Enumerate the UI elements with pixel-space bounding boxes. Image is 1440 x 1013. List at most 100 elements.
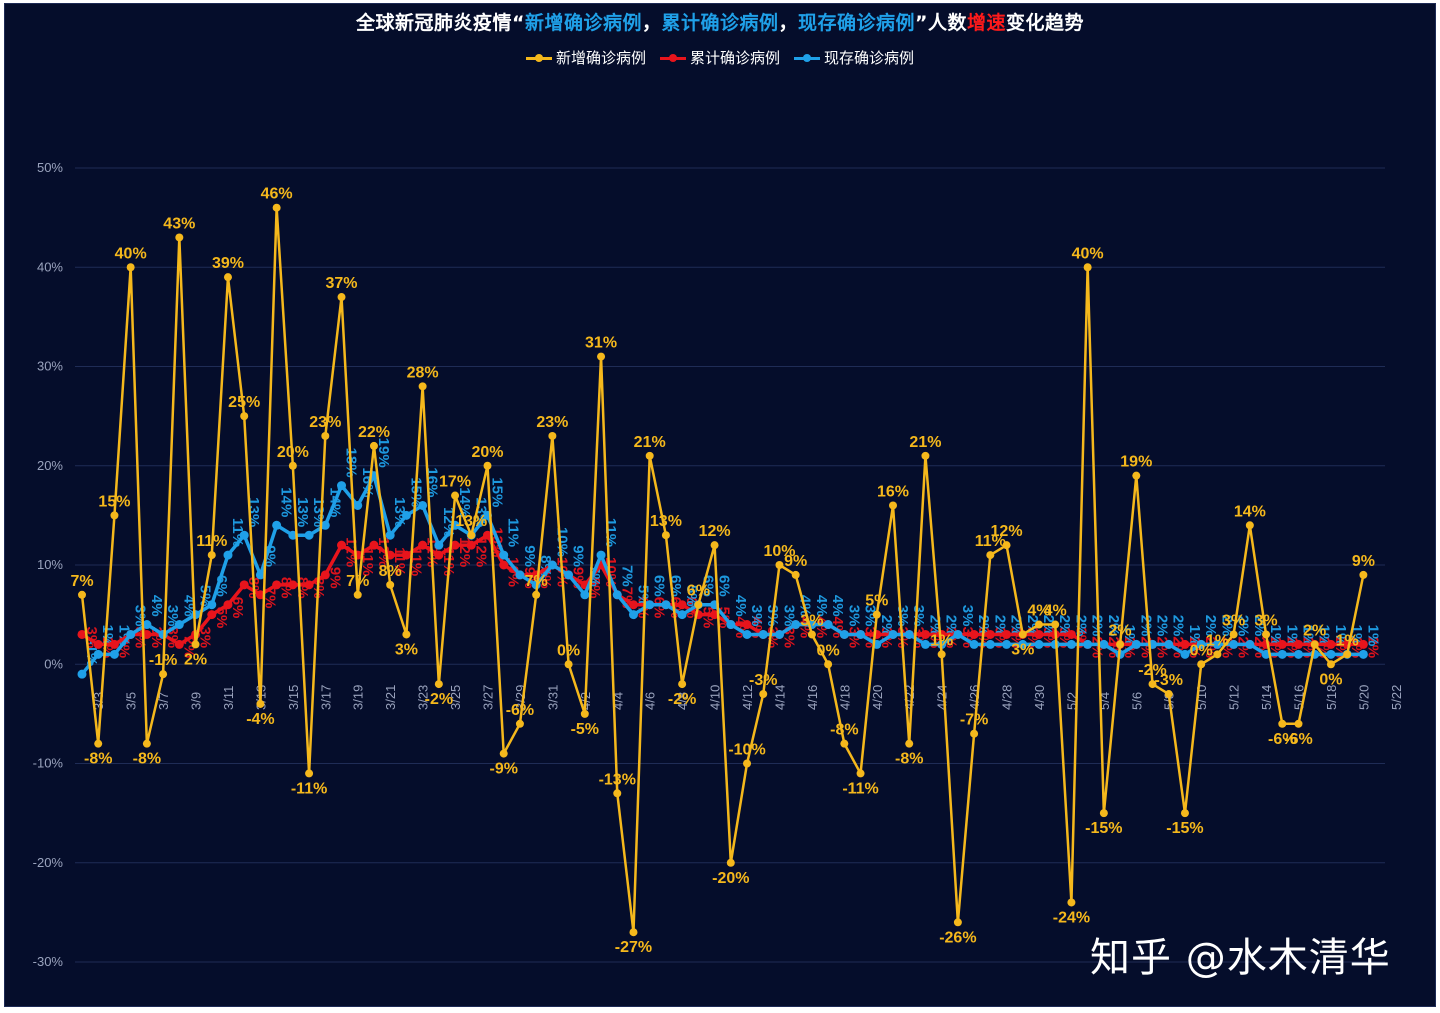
x-tick-label: 3/27	[481, 685, 496, 710]
title-part: ”人数	[915, 12, 968, 34]
data-label: 9%	[1352, 553, 1375, 570]
y-tick-label: 10%	[37, 557, 63, 572]
x-tick-label: 3/25	[448, 685, 463, 710]
data-label: 28%	[407, 364, 439, 381]
data-label: 2%	[1072, 615, 1089, 637]
data-label: 10%	[763, 543, 795, 560]
data-point	[1034, 639, 1044, 649]
x-tick-label: 4/16	[805, 685, 820, 710]
legend-item: 累计确诊病例	[659, 47, 780, 68]
data-point	[483, 461, 492, 470]
x-tick-label: 3/11	[221, 686, 236, 710]
data-point	[726, 620, 736, 630]
data-label: -15%	[1085, 820, 1122, 837]
data-point	[694, 600, 703, 609]
data-label: 7%	[618, 565, 635, 587]
data-label: 13%	[294, 497, 311, 527]
data-point	[742, 620, 752, 630]
data-label: -6%	[1268, 731, 1296, 748]
watermark: 知乎 @水木清华	[1090, 935, 1391, 981]
x-tick-label: 4/6	[643, 692, 658, 710]
data-point	[191, 640, 200, 649]
y-tick-label: -20%	[33, 855, 64, 870]
data-point	[1083, 639, 1093, 649]
data-point	[207, 600, 217, 610]
title-part: 变化趋势	[1006, 12, 1085, 34]
data-label: 4%	[813, 595, 830, 617]
data-label: -11%	[291, 780, 327, 797]
data-label: -6%	[1284, 731, 1312, 748]
data-point	[434, 540, 444, 550]
x-tick-label: 5/22	[1389, 685, 1404, 710]
data-label: 4%	[829, 595, 846, 617]
data-label: -2%	[425, 691, 453, 708]
data-point	[775, 561, 784, 569]
data-label: 2%	[1170, 615, 1187, 637]
data-point	[1277, 639, 1287, 649]
data-labels-new-cases: 7% -8% 15% 40% -8% -1% 43% 2% 11% 39% 25% -4% 46% 20%…	[70, 186, 1375, 957]
data-label: -8%	[895, 751, 923, 768]
data-point	[223, 600, 233, 610]
x-tick-label: 4/10	[708, 685, 723, 710]
data-point	[126, 629, 136, 639]
data-point	[1180, 639, 1190, 649]
data-label: 19%	[1120, 454, 1152, 471]
data-point	[1343, 650, 1352, 659]
data-point	[142, 739, 151, 748]
data-point	[970, 729, 979, 738]
x-tick-label: 3/23	[416, 685, 431, 710]
data-point	[969, 639, 979, 649]
data-point	[1066, 629, 1076, 639]
data-point	[337, 481, 347, 491]
title-part: 增速	[967, 12, 1007, 34]
data-point	[126, 263, 135, 272]
x-tick-label: 4/18	[837, 685, 852, 710]
data-point	[920, 629, 930, 639]
data-point	[109, 639, 119, 649]
x-tick-label: 4/30	[1032, 685, 1047, 710]
data-point	[759, 690, 768, 699]
data-point	[613, 789, 622, 798]
data-point	[255, 570, 265, 580]
data-point	[450, 540, 460, 550]
legend-line-marker-icon	[794, 52, 820, 64]
data-point	[320, 570, 330, 580]
data-label: -1%	[149, 652, 177, 669]
data-label: 46%	[261, 186, 293, 203]
data-point	[985, 639, 995, 649]
x-tick-label: 5/18	[1324, 685, 1339, 710]
data-label: 6%	[651, 575, 668, 597]
data-point	[1083, 263, 1092, 272]
data-label: 9%	[326, 567, 343, 589]
data-label: 3%	[748, 605, 765, 627]
data-label: 17%	[439, 474, 471, 491]
legend-label: 累计确诊病例	[689, 49, 780, 67]
data-label: 15%	[489, 477, 506, 507]
legend: 新增确诊病例 累计确诊病例 现存确诊病例	[0, 47, 1440, 68]
data-point	[629, 928, 638, 937]
data-point	[304, 530, 314, 540]
x-tick-label: 3/7	[156, 692, 171, 710]
data-point	[840, 739, 849, 748]
data-point	[628, 600, 638, 610]
data-label: -2%	[1138, 662, 1166, 679]
data-point	[434, 680, 443, 689]
data-label: 12%	[699, 523, 731, 540]
x-tick-label: 4/24	[935, 685, 950, 710]
data-label: 13%	[650, 513, 682, 530]
data-label: -27%	[615, 939, 652, 956]
data-point	[661, 600, 671, 610]
data-point	[1002, 629, 1012, 639]
data-point	[564, 660, 573, 669]
data-label: 3%	[1254, 612, 1277, 629]
data-point	[1116, 640, 1125, 649]
data-point	[386, 580, 395, 589]
y-tick-label: -30%	[33, 954, 64, 969]
data-label: 16%	[877, 483, 909, 500]
data-label: 3%	[1222, 612, 1245, 629]
data-point	[305, 769, 314, 778]
data-label: -3%	[1155, 672, 1183, 689]
x-tick-label: 5/12	[1227, 685, 1242, 710]
y-tick-label: 50%	[37, 160, 63, 175]
data-point	[1196, 639, 1206, 649]
